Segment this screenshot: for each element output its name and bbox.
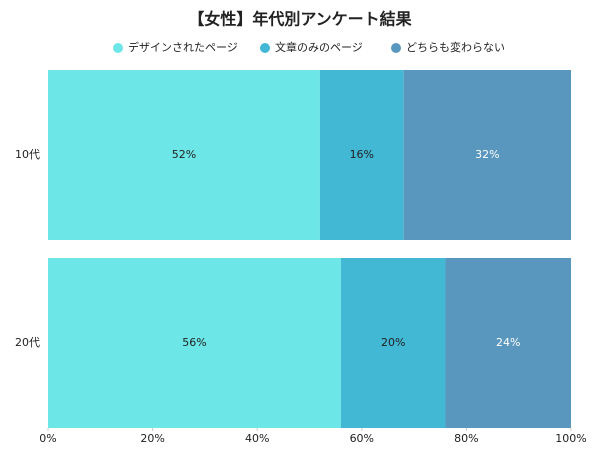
legend-marker [391, 43, 401, 53]
legend-label: デザインされたページ [128, 40, 238, 54]
legend-marker [113, 43, 123, 53]
bar-segment [340, 258, 446, 428]
x-tick-label: 40% [245, 432, 269, 445]
x-tick-label: 100% [555, 432, 586, 445]
data-label: 16% [350, 148, 374, 161]
data-label: 32% [475, 148, 499, 161]
x-tick-label: 0% [39, 432, 56, 445]
bar-segment [48, 258, 341, 428]
chart-title: 【女性】年代別アンケート結果 [188, 10, 411, 29]
legend-label: どちらも変わらない [406, 40, 505, 54]
legend-marker [260, 43, 270, 53]
bar-segment [319, 70, 404, 240]
y-tick-label: 20代 [15, 336, 40, 349]
data-label: 52% [172, 148, 196, 161]
data-label: 24% [496, 336, 520, 349]
x-tick-label: 80% [454, 432, 478, 445]
data-label: 20% [381, 336, 405, 349]
x-tick-label: 20% [140, 432, 164, 445]
data-label: 56% [182, 336, 206, 349]
bar-segment [445, 258, 571, 428]
bar-segment [48, 70, 320, 240]
bar-segment [403, 70, 571, 240]
legend-label: 文章のみのページ [275, 40, 363, 54]
x-tick-label: 60% [350, 432, 374, 445]
y-tick-label: 10代 [15, 148, 40, 161]
